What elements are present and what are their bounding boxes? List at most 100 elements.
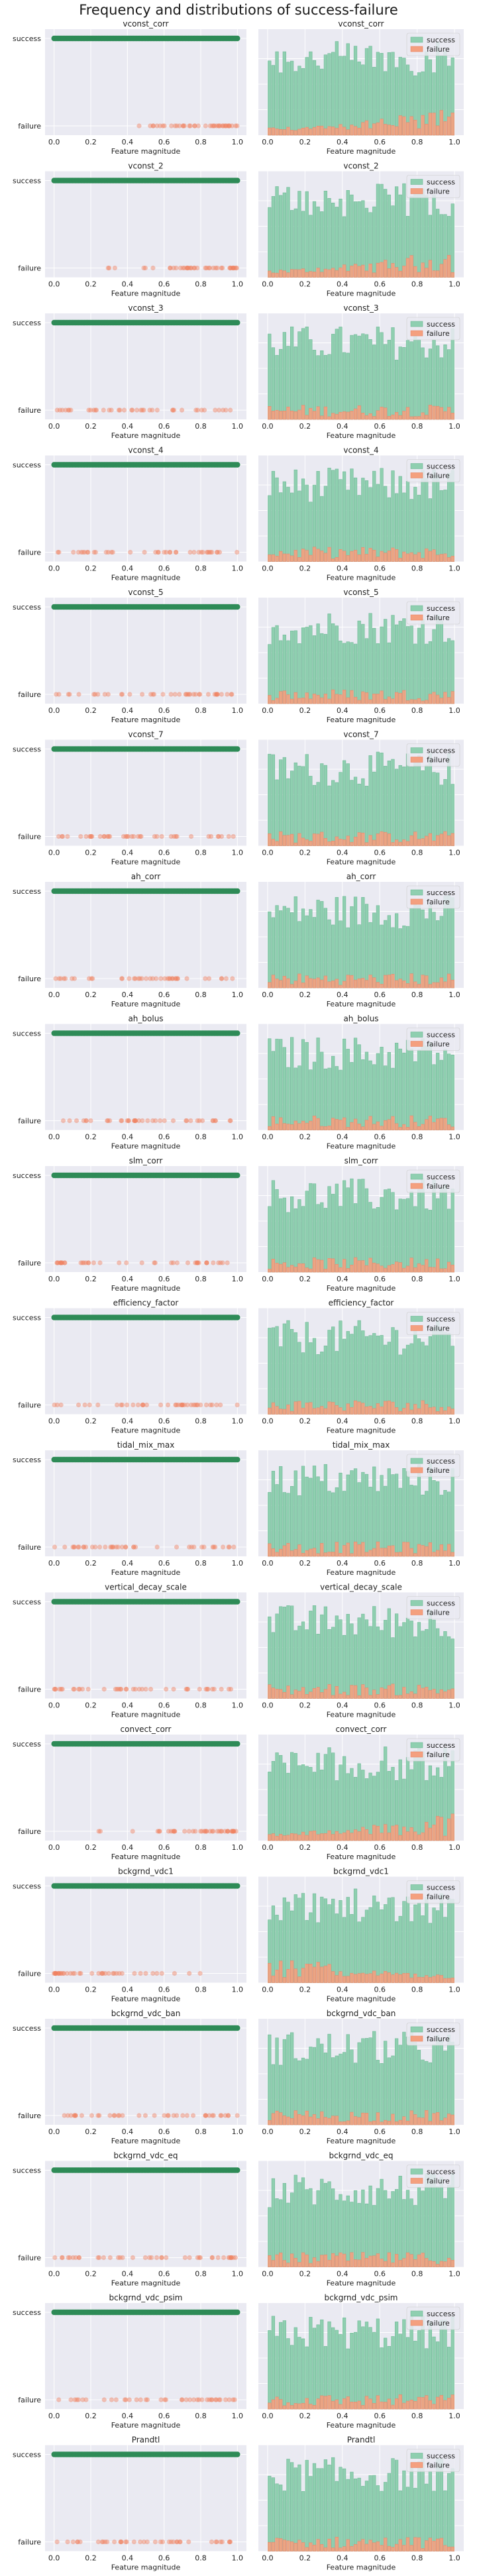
failure-point bbox=[123, 1544, 129, 1550]
success-bar bbox=[417, 1464, 421, 1557]
failure-point bbox=[113, 1686, 118, 1692]
failure-bar bbox=[279, 1263, 283, 1273]
success-bar bbox=[398, 1354, 402, 1415]
failure-bar bbox=[290, 1124, 294, 1130]
failure-bar bbox=[405, 1972, 410, 1983]
failure-point bbox=[188, 1402, 194, 1408]
failure-bar bbox=[405, 700, 410, 704]
failure-bar bbox=[271, 1116, 276, 1130]
success-bar bbox=[353, 46, 358, 136]
x-tick-label: 0.4 bbox=[122, 2270, 134, 2279]
failure-bar bbox=[290, 1960, 294, 1983]
failure-point bbox=[119, 1544, 125, 1550]
success-bar bbox=[432, 1064, 436, 1130]
failure-point bbox=[110, 1544, 115, 1550]
x-tick-label: 0.8 bbox=[411, 1701, 423, 1710]
success-bar bbox=[286, 486, 290, 562]
x-tick-label: 0.0 bbox=[262, 1701, 274, 1710]
legend-label-failure: failure bbox=[427, 1040, 450, 1049]
failure-point bbox=[138, 407, 144, 413]
success-bar bbox=[301, 766, 305, 846]
failure-bar bbox=[402, 266, 406, 278]
failure-bar bbox=[421, 262, 425, 278]
success-bar bbox=[372, 1606, 376, 1699]
failure-bar bbox=[384, 2261, 388, 2267]
failure-bar bbox=[417, 128, 421, 136]
success-bar bbox=[316, 623, 320, 704]
success-bar bbox=[450, 1054, 454, 1130]
failure-bar bbox=[346, 411, 350, 420]
legend-label-failure: failure bbox=[427, 1893, 450, 1902]
failure-bar bbox=[417, 698, 421, 704]
failure-bar bbox=[342, 1410, 346, 1415]
x-axis-label: Feature magnitude bbox=[111, 858, 181, 867]
failure-point bbox=[234, 265, 240, 271]
failure-bar bbox=[346, 2261, 350, 2267]
failure-bar bbox=[376, 694, 380, 704]
failure-point bbox=[211, 265, 216, 271]
failure-bar bbox=[309, 1548, 313, 1557]
failure-point bbox=[213, 1118, 218, 1124]
failure-bar bbox=[357, 266, 361, 278]
failure-point bbox=[173, 976, 178, 981]
failure-point bbox=[196, 549, 201, 555]
success-bar bbox=[346, 763, 350, 846]
plot-area bbox=[45, 171, 246, 278]
failure-bar bbox=[405, 1693, 410, 1699]
failure-bar bbox=[339, 549, 343, 562]
failure-bar bbox=[316, 1687, 320, 1699]
success-bar bbox=[327, 785, 331, 846]
x-tick-label: 0.0 bbox=[48, 1559, 60, 1568]
plot-area bbox=[45, 2303, 246, 2409]
success-bar bbox=[428, 2173, 432, 2267]
failure-bar bbox=[443, 1550, 447, 1557]
failure-bar bbox=[428, 405, 432, 420]
legend-label-success: success bbox=[427, 1173, 455, 1181]
failure-bar bbox=[350, 2112, 354, 2125]
success-bar bbox=[305, 1629, 309, 1699]
failure-point bbox=[72, 2113, 78, 2118]
success-bar bbox=[309, 51, 313, 136]
failure-point bbox=[89, 1544, 95, 1550]
failure-point bbox=[220, 407, 226, 413]
failure-point bbox=[66, 692, 71, 697]
failure-bar bbox=[417, 839, 421, 846]
failure-point bbox=[132, 976, 137, 981]
failure-bar bbox=[384, 1824, 388, 1841]
success-bar bbox=[417, 1338, 421, 1415]
legend-label-success: success bbox=[427, 888, 455, 897]
success-bar bbox=[447, 1636, 451, 1699]
success-bar bbox=[279, 195, 283, 278]
success-bar bbox=[323, 486, 328, 562]
failure-bar bbox=[372, 1408, 376, 1415]
success-bar bbox=[405, 1040, 410, 1130]
failure-bar bbox=[339, 124, 343, 136]
failure-bar bbox=[384, 553, 388, 562]
failure-bar bbox=[331, 2253, 335, 2267]
x-tick-label: 0.8 bbox=[195, 991, 207, 999]
success-bar bbox=[394, 67, 399, 136]
success-bar bbox=[342, 1038, 346, 1130]
panel-title: ah_bolus bbox=[343, 1014, 378, 1024]
failure-point bbox=[103, 549, 109, 555]
x-tick-label: 1.0 bbox=[449, 138, 460, 146]
failure-bar bbox=[279, 551, 283, 562]
failure-point bbox=[164, 549, 169, 555]
failure-bar bbox=[309, 555, 313, 562]
failure-point bbox=[62, 1260, 68, 1265]
failure-point bbox=[193, 692, 198, 697]
failure-bar bbox=[368, 548, 372, 562]
failure-bar bbox=[443, 1268, 447, 1273]
failure-bar bbox=[428, 694, 432, 704]
failure-point bbox=[143, 1686, 148, 1692]
success-bar bbox=[290, 630, 294, 704]
failure-bar bbox=[402, 981, 406, 989]
success-bar bbox=[297, 490, 301, 562]
success-bar bbox=[357, 201, 361, 278]
failure-bar bbox=[380, 406, 384, 420]
success-bar bbox=[309, 502, 313, 562]
x-tick-label: 0.0 bbox=[48, 138, 60, 146]
failure-point bbox=[225, 1829, 231, 1834]
failure-bar bbox=[421, 1688, 425, 1699]
failure-bar bbox=[402, 1124, 406, 1130]
